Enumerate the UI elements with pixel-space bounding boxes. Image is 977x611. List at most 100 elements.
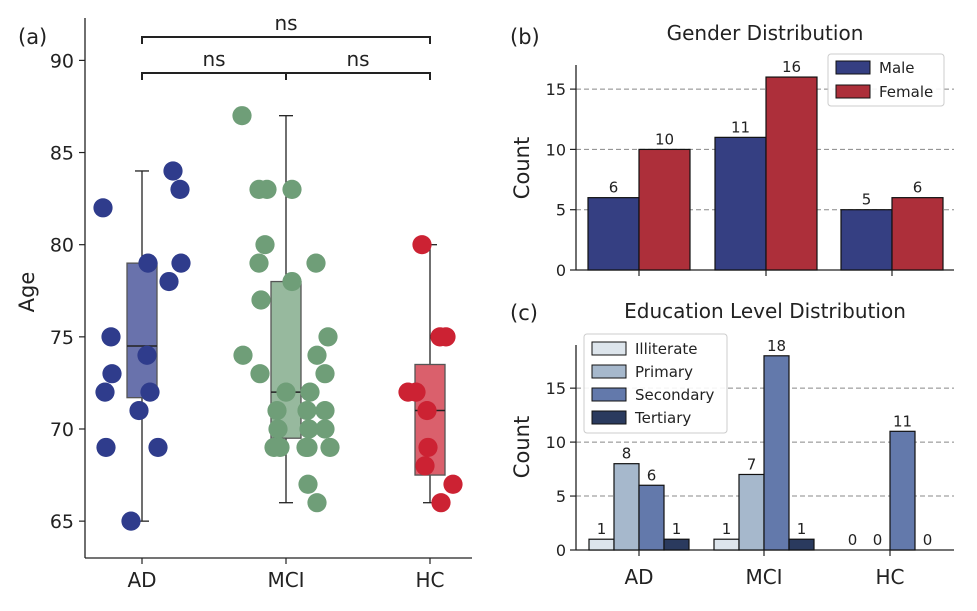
a-y-tick-label: 80 <box>50 235 74 257</box>
c-plot-x-tick-label: AD <box>624 565 653 589</box>
c-plot-y-tick-label: 0 <box>556 541 566 560</box>
b-plot-data-label: 10 <box>655 130 674 148</box>
a-point-ad <box>121 511 141 531</box>
a-y-tick-label: 85 <box>50 143 74 165</box>
b-plot-y-tick-label: 0 <box>556 261 566 280</box>
b-plot-legend-label-male: Male <box>879 59 915 77</box>
b-plot-bar-male-hc <box>840 209 893 271</box>
a-significance-ad-mci-bracket <box>141 72 287 80</box>
a-point-mci <box>315 400 335 421</box>
a-point-ad <box>140 382 160 402</box>
a-point-ad <box>148 437 168 458</box>
a-point-hc <box>417 400 437 421</box>
a-significance-ad-hc-label: ns <box>274 11 297 35</box>
a-point-mci <box>250 364 270 384</box>
a-point-mci <box>315 419 335 439</box>
a-point-mci <box>298 474 318 494</box>
a-point-hc <box>415 456 435 476</box>
c-plot-legend-label-primary: Primary <box>635 363 693 381</box>
a-point-mci <box>276 382 296 402</box>
b-plot-bar-female-mci <box>765 76 818 271</box>
b-plot-bar-female-hc <box>891 197 944 271</box>
panel-a-plot-area: 65 70 75 80 85 90 AD MCI HC ns ns ns <box>50 11 472 592</box>
a-point-mci <box>282 271 302 292</box>
b-plot-bar-male-ad <box>587 197 640 271</box>
b-plot-data-label: 6 <box>913 179 923 197</box>
panel-c-label: (c) <box>510 301 538 325</box>
b-plot-legend: Male Female <box>827 53 945 107</box>
c-plot-legend-label-secondary: Secondary <box>635 386 715 404</box>
c-plot-legend-swatch-tertiary <box>591 410 627 425</box>
c-plot-x-tick-label: HC <box>875 565 904 589</box>
a-point-mci <box>306 253 326 273</box>
panel-b-title: Gender Distribution <box>667 21 864 45</box>
panel-c-title: Education Level Distribution <box>624 299 906 323</box>
b-plot-legend-swatch-male <box>835 60 871 75</box>
a-point-ad <box>102 364 122 384</box>
c-plot-bar-secondary-ad <box>638 484 665 551</box>
a-box-ad <box>126 262 158 399</box>
a-point-mci <box>299 419 319 439</box>
a-significance-mci-hc-bracket <box>285 72 431 80</box>
c-plot-data-label: 1 <box>722 520 732 538</box>
c-plot-data-label: 11 <box>893 412 912 430</box>
b-plot-legend-label-female: Female <box>879 83 933 101</box>
c-plot-bar-primary-ad <box>613 463 640 551</box>
panel-b-plot-area: 0 5 10 15 6 10 11 16 5 6 Male Female <box>546 53 954 280</box>
c-plot-data-label: 1 <box>797 520 807 538</box>
a-point-hc <box>436 327 456 347</box>
a-point-ad <box>96 437 116 458</box>
panel-a-label: (a) <box>18 25 47 49</box>
a-point-ad <box>101 327 121 347</box>
a-point-mci <box>297 400 317 421</box>
a-y-tick-label: 90 <box>50 50 74 72</box>
c-plot-data-label: 6 <box>647 466 657 484</box>
a-point-hc <box>406 382 426 402</box>
c-plot-bar-secondary-hc <box>889 430 916 551</box>
c-plot-legend-swatch-illiterate <box>591 341 627 356</box>
b-plot-data-label: 11 <box>731 118 750 136</box>
a-point-mci <box>233 345 253 365</box>
a-point-hc <box>431 493 451 513</box>
a-point-ad <box>95 382 115 402</box>
c-plot-y-tick-label: 15 <box>546 379 566 398</box>
c-plot-y-tick-label: 5 <box>556 487 566 506</box>
panel-c-y-axis-label: Count <box>510 416 534 478</box>
b-plot-bar-female-ad <box>638 148 691 271</box>
panel-b-y-axis-label: Count <box>510 137 534 199</box>
c-plot-x-tick-label: MCI <box>745 565 782 589</box>
a-point-mci <box>282 179 302 199</box>
a-point-mci <box>251 290 271 310</box>
a-point-ad <box>170 179 190 199</box>
c-plot-legend-swatch-primary <box>591 364 627 379</box>
b-plot-bar-male-mci <box>714 136 767 271</box>
a-point-mci <box>255 235 275 255</box>
c-plot-legend: Illiterate Primary Secondary Tertiary <box>583 333 728 434</box>
c-plot-y-tick-label: 10 <box>546 433 566 452</box>
a-point-ad <box>159 271 179 292</box>
a-point-mci <box>315 364 335 384</box>
a-point-mci <box>270 437 290 458</box>
b-plot-data-label: 5 <box>862 191 872 209</box>
c-plot-bar-illiterate-ad <box>588 538 615 551</box>
a-x-tick-label: MCI <box>267 568 304 592</box>
a-point-ad <box>137 345 157 365</box>
b-plot-legend-swatch-female <box>835 84 871 99</box>
c-plot-legend-label-illiterate: Illiterate <box>635 340 698 358</box>
c-plot-data-label: 1 <box>597 520 607 538</box>
a-point-mci <box>257 179 277 199</box>
a-significance-ad-mci-label: ns <box>202 47 225 71</box>
c-plot-data-label: 1 <box>672 520 682 538</box>
c-plot-legend-swatch-secondary <box>591 387 627 402</box>
b-plot-data-label: 6 <box>609 179 619 197</box>
a-point-hc <box>443 474 463 494</box>
panel-a-y-axis-label: Age <box>15 272 39 313</box>
a-point-mci <box>307 493 327 513</box>
c-plot-data-label: 0 <box>848 531 858 549</box>
a-point-mci <box>232 106 252 126</box>
c-plot-data-label: 7 <box>747 455 757 473</box>
a-x-tick-label: AD <box>127 568 156 592</box>
a-point-hc <box>412 235 432 255</box>
